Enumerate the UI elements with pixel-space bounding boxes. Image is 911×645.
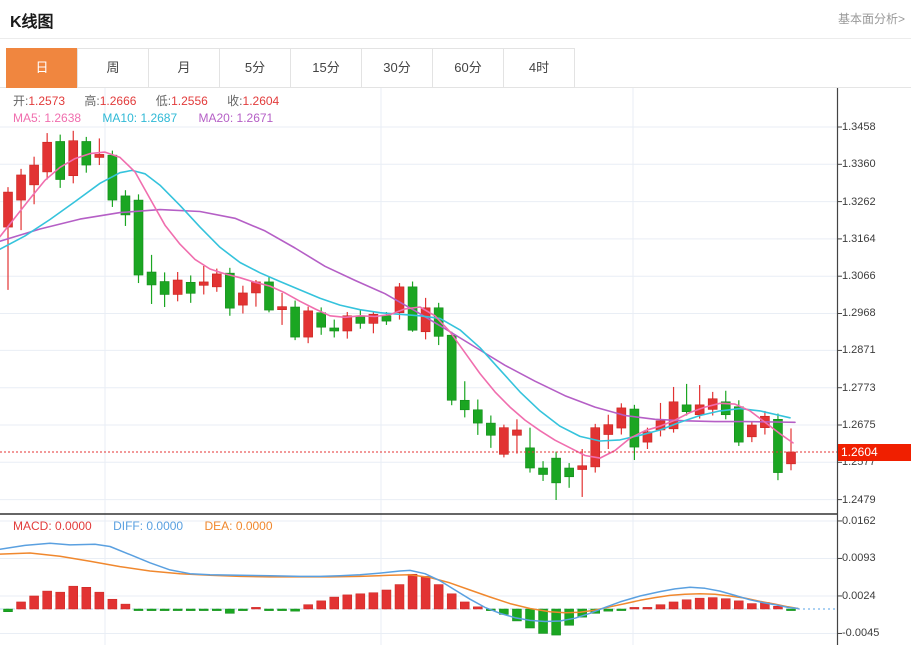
price-axis-label: 1.2479	[842, 493, 876, 506]
close-value: 1.2604	[242, 94, 280, 108]
ohlc-legend: 开:1.2573 高:1.2666 低:1.2556 收:1.2604	[13, 92, 279, 109]
macd-legend: MACD: 0.0000 DIFF: 0.0000 DEA: 0.0000	[13, 519, 273, 533]
price-axis-label: 1.3164	[842, 232, 876, 245]
price-axis-label: 1.3458	[842, 121, 876, 133]
macd-value-legend: MACD: 0.0000	[13, 519, 92, 533]
high-label: 高:	[84, 94, 100, 108]
price-axis-label: 1.2968	[842, 307, 876, 320]
low-value: 1.2556	[171, 94, 208, 108]
kline-chart[interactable]	[0, 88, 911, 645]
macd-axis-label: 0.0024	[842, 589, 876, 602]
ma5-legend: MA5: 1.2638	[13, 111, 82, 125]
tab-60min[interactable]: 60分	[432, 48, 504, 88]
diff-value-legend: DIFF: 0.0000	[113, 519, 184, 533]
tab-15min[interactable]: 15分	[290, 48, 362, 88]
tab-5min[interactable]: 5分	[219, 48, 291, 88]
macd-axis-label: 0.0162	[842, 514, 876, 527]
open-value: 1.2573	[28, 94, 66, 108]
open-label: 开:	[13, 94, 29, 108]
high-value: 1.2666	[99, 94, 137, 108]
price-axis-label: 1.3262	[842, 195, 876, 208]
price-axis-label: 1.2773	[842, 381, 876, 394]
tab-4hour[interactable]: 4时	[503, 48, 575, 88]
ma20-legend: MA20: 1.2671	[198, 111, 274, 125]
low-label: 低:	[155, 94, 172, 108]
current-price-marker: 1.2604	[838, 444, 911, 461]
price-axis-label: 1.3066	[842, 270, 876, 283]
macd-axis-label: -0.0045	[842, 627, 880, 640]
fundamental-analysis-link[interactable]: 基本面分析>	[837, 12, 905, 26]
header: K线图 基本面分析>	[0, 0, 911, 39]
page-title: K线图	[10, 14, 54, 31]
tab-month[interactable]: 月	[148, 48, 220, 88]
macd-axis-label: 0.0093	[842, 552, 876, 565]
tab-30min[interactable]: 30分	[361, 48, 433, 88]
period-tabbar: 日 周 月 5分 15分 30分 60分 4时	[6, 48, 575, 88]
ma10-legend: MA10: 1.2687	[102, 111, 178, 125]
price-axis-label: 1.3360	[842, 158, 876, 171]
tab-day[interactable]: 日	[6, 48, 78, 88]
dea-value-legend: DEA: 0.0000	[204, 519, 273, 533]
ma-legend: MA5: 1.2638 MA10: 1.2687 MA20: 1.2671	[13, 111, 273, 125]
close-label: 收:	[227, 94, 243, 108]
price-axis-label: 1.2675	[842, 419, 876, 431]
tab-week[interactable]: 周	[77, 48, 149, 88]
price-axis-label: 1.2871	[842, 344, 876, 357]
